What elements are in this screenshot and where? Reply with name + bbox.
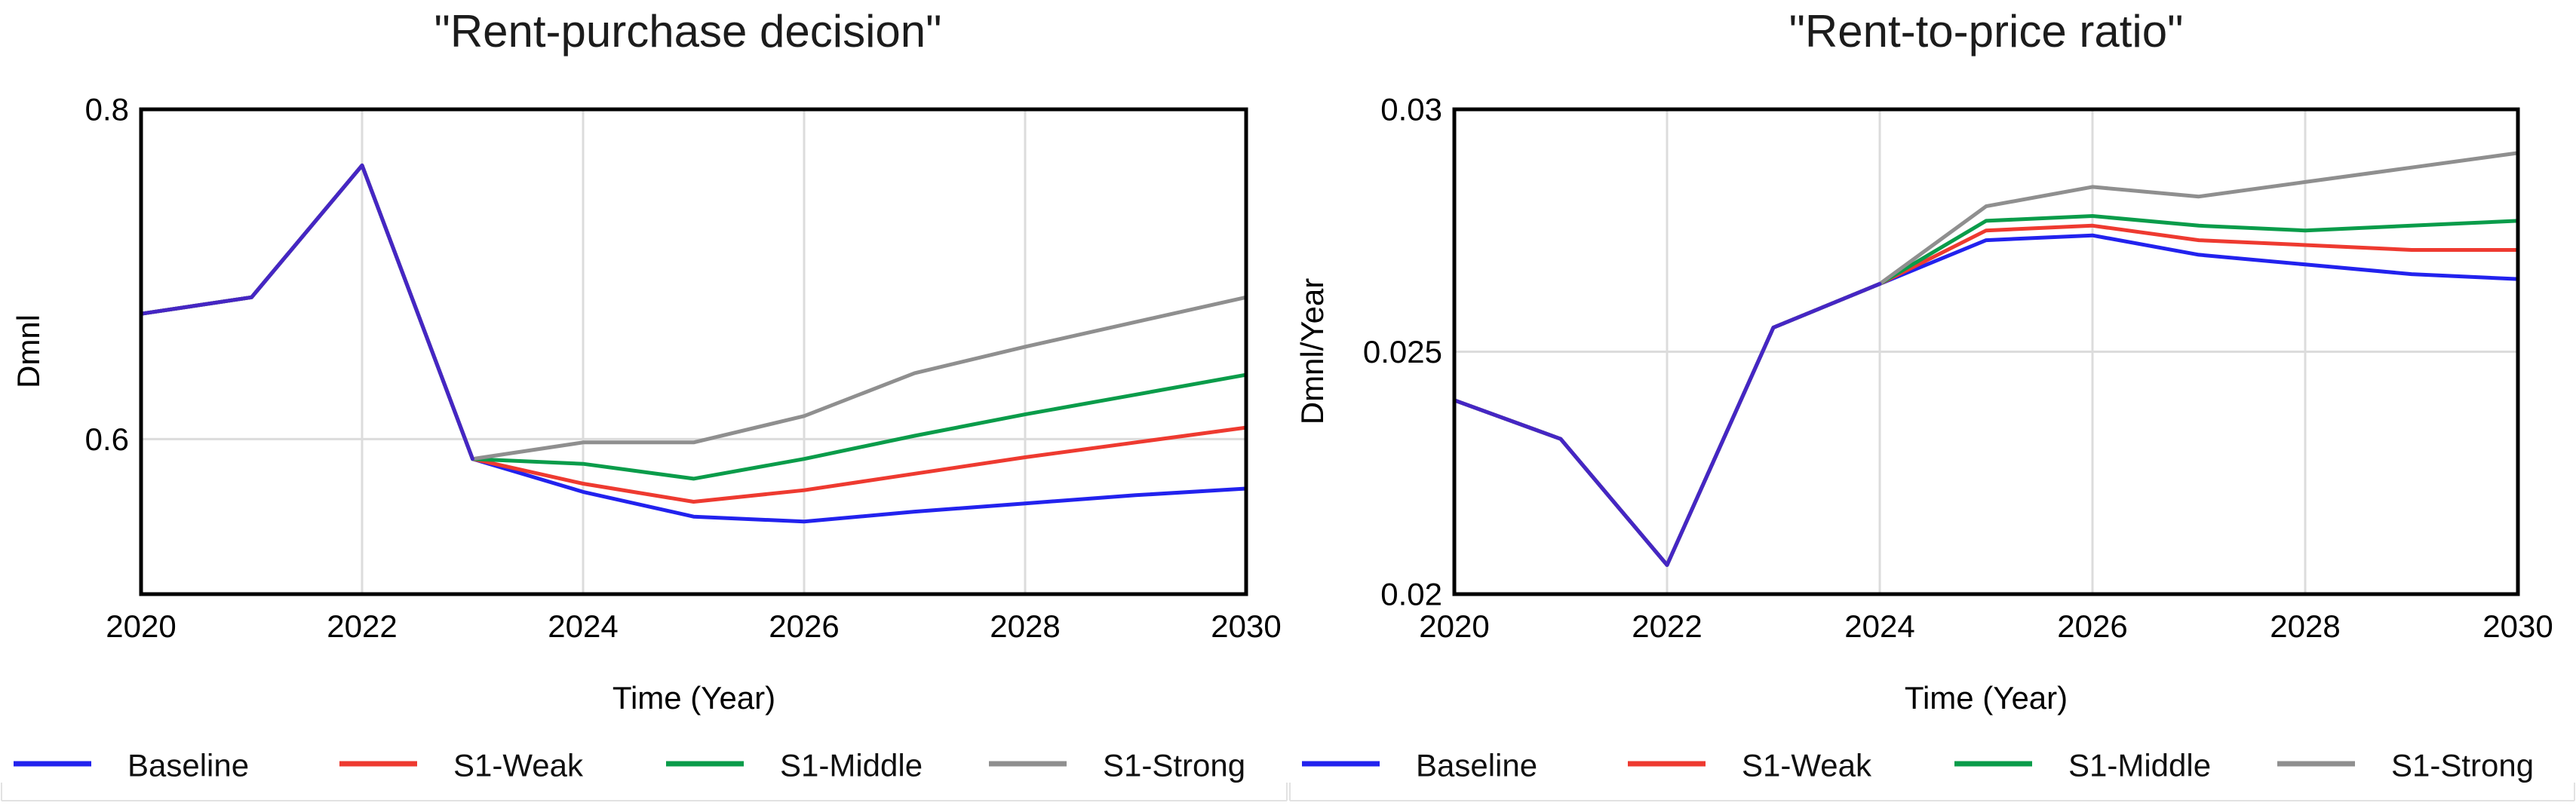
y-tick-label: 0.025 [1363, 334, 1442, 369]
x-tick-label: 2024 [548, 608, 618, 644]
legend-label-s1-middle: S1-Middle [2068, 748, 2211, 783]
y-tick-label: 0.03 [1380, 92, 1442, 127]
x-tick-label: 2022 [327, 608, 397, 644]
series-line-overlapping-runs [139, 163, 474, 461]
series-line-baseline [1452, 233, 2520, 567]
y-axis-label: Dmnl/Year [1294, 278, 1330, 425]
legend-label-s1-middle: S1-Middle [780, 748, 923, 783]
chart-panel-rent-to-price-ratio: "Rent-to-price ratio" Dmnl/Year Time (Ye… [1288, 0, 2576, 809]
x-tick-label: 2030 [2482, 608, 2553, 644]
x-tick-label: 2026 [769, 608, 839, 644]
y-tick-label: 0.8 [85, 92, 129, 127]
x-tick-label: 2024 [1844, 608, 1914, 644]
series-line-baseline [139, 163, 1248, 524]
y-tick-label: 0.02 [1380, 577, 1442, 612]
legend-label-baseline: Baseline [1416, 748, 1537, 783]
x-axis-label: Time (Year) [1905, 680, 2068, 716]
series-line-s1-strong [139, 163, 1248, 461]
plot-border [139, 107, 1248, 596]
x-tick-label: 2026 [2057, 608, 2127, 644]
series-line-overlapping-runs [1452, 282, 1882, 567]
x-tick-label: 2020 [106, 608, 176, 644]
rent-purchase-decision-chart: "Rent-purchase decision" Dmnl Time (Year… [1, 6, 1288, 801]
x-axis-label: Time (Year) [613, 680, 775, 716]
series-line-s1-middle [139, 163, 1248, 481]
series-line-s1-weak [1452, 223, 2520, 567]
rent-to-price-ratio-chart: "Rent-to-price ratio" Dmnl/Year Time (Ye… [1289, 6, 2575, 801]
x-tick-label: 2020 [1419, 608, 1489, 644]
x-tick-label: 2028 [990, 608, 1060, 644]
y-tick-label: 0.6 [85, 421, 129, 457]
legend-label-baseline: Baseline [127, 748, 249, 783]
plot-border [1452, 107, 2520, 596]
x-tick-label: 2028 [2270, 608, 2340, 644]
legend-label-s1-weak: S1-Weak [1742, 748, 1872, 783]
y-axis-label: Dmnl [11, 314, 46, 388]
legend-label-s1-strong: S1-Strong [2391, 748, 2534, 783]
legend-label-s1-weak: S1-Weak [453, 748, 584, 783]
chart-title: "Rent-purchase decision" [434, 6, 942, 57]
legend-label-s1-strong: S1-Strong [1103, 748, 1245, 783]
chart-title: "Rent-to-price ratio" [1789, 6, 2184, 57]
x-tick-label: 2030 [1211, 608, 1281, 644]
chart-panel-rent-purchase-decision: "Rent-purchase decision" Dmnl Time (Year… [1, 6, 1288, 801]
x-tick-label: 2022 [1632, 608, 1702, 644]
